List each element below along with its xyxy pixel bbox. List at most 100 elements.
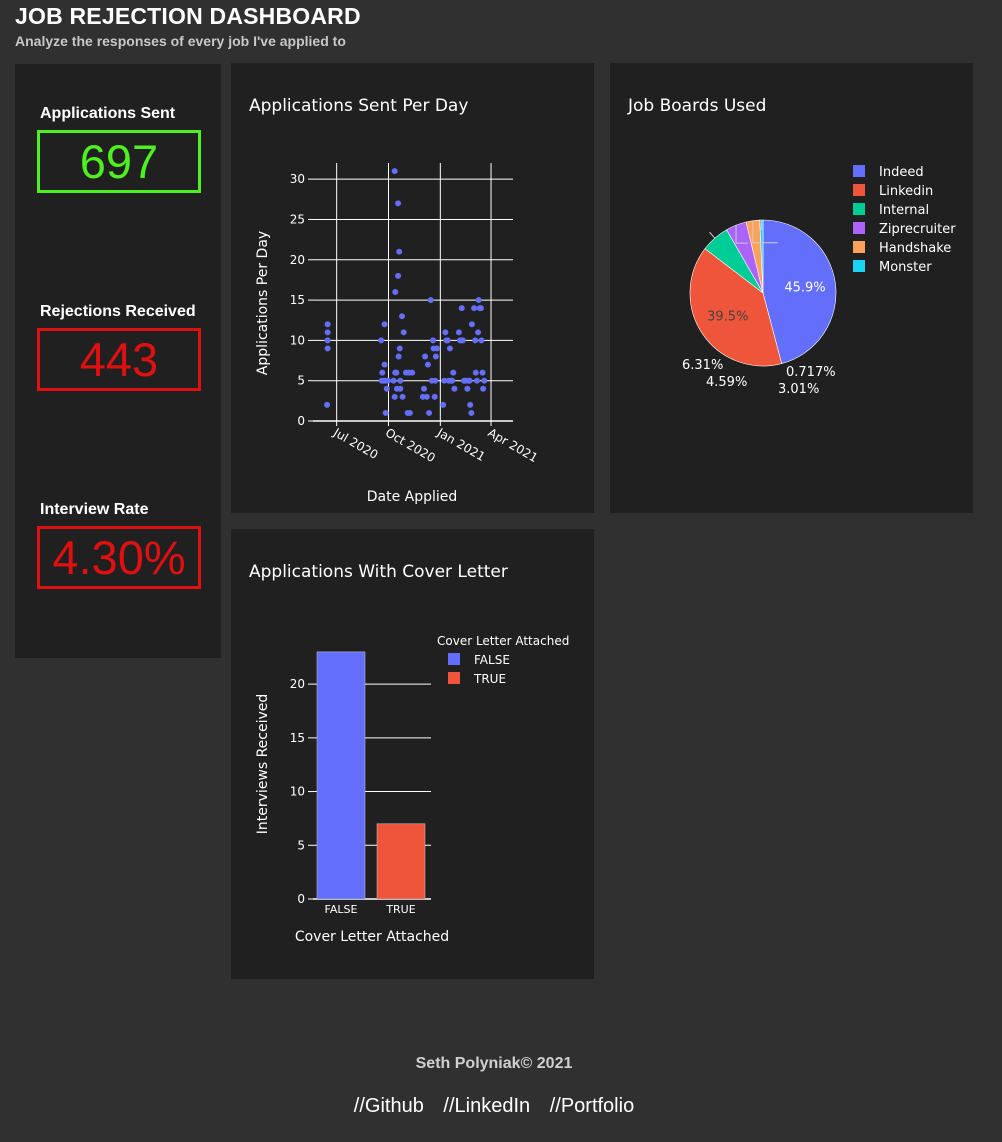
bar-false[interactable]: [316, 651, 366, 900]
pie-legend-swatch[interactable]: [853, 203, 865, 215]
scatter-x-tick-label: Jul 2020: [330, 425, 380, 462]
scatter-point[interactable]: [426, 409, 433, 416]
scatter-point[interactable]: [450, 369, 457, 376]
pie-legend-label[interactable]: Handshake: [879, 241, 951, 256]
pie-slice-linkedin[interactable]: [689, 248, 783, 367]
scatter-point[interactable]: [433, 345, 440, 352]
scatter-point[interactable]: [441, 377, 448, 384]
scatter-point[interactable]: [324, 337, 331, 344]
scatter-point[interactable]: [423, 393, 430, 400]
scatter-point[interactable]: [480, 385, 487, 392]
scatter-point[interactable]: [390, 377, 397, 384]
scatter-point[interactable]: [395, 272, 402, 279]
scatter-point[interactable]: [384, 377, 391, 384]
scatter-point[interactable]: [442, 329, 449, 336]
scatter-y-tick-label: 0: [297, 414, 305, 428]
bar-chart[interactable]: 0 5 10 15 20 FALSE TRUE Cover Letter Attached…: [231, 529, 594, 979]
pie-legend-label[interactable]: Internal: [879, 203, 929, 218]
scatter-point[interactable]: [424, 361, 431, 368]
scatter-point[interactable]: [444, 337, 451, 344]
scatter-point[interactable]: [396, 345, 403, 352]
scatter-point[interactable]: [472, 369, 479, 376]
scatter-point[interactable]: [395, 200, 402, 207]
scatter-point[interactable]: [477, 305, 484, 312]
scatter-point[interactable]: [427, 297, 434, 304]
bar-y-tick-label: 15: [290, 731, 305, 745]
scatter-point[interactable]: [467, 401, 474, 408]
scatter-point[interactable]: [400, 329, 407, 336]
scatter-point[interactable]: [379, 369, 386, 376]
scatter-point[interactable]: [324, 345, 331, 352]
scatter-point[interactable]: [478, 337, 485, 344]
pie-legend-swatch[interactable]: [853, 260, 865, 272]
scatter-point[interactable]: [397, 385, 404, 392]
scatter-point[interactable]: [392, 289, 399, 295]
pie-legend-label[interactable]: Ziprecruiter: [879, 222, 956, 237]
scatter-point[interactable]: [472, 337, 479, 344]
scatter-point[interactable]: [432, 353, 439, 360]
pie-legend-swatch[interactable]: [853, 222, 865, 234]
linkedin-link[interactable]: //LinkedIn: [443, 1095, 531, 1117]
scatter-point[interactable]: [475, 297, 482, 304]
scatter-point[interactable]: [481, 377, 488, 384]
pie-legend-label[interactable]: Monster: [879, 260, 932, 275]
pie-slice-indeed[interactable]: [762, 219, 837, 364]
scatter-point[interactable]: [396, 248, 403, 255]
scatter-point[interactable]: [446, 345, 453, 352]
scatter-point[interactable]: [432, 377, 439, 384]
pie-legend-swatch[interactable]: [853, 165, 865, 177]
scatter-point[interactable]: [399, 313, 406, 320]
interview-rate-label: Interview Rate: [40, 501, 149, 518]
pie-legend-swatch[interactable]: [853, 184, 865, 196]
scatter-point[interactable]: [468, 409, 475, 416]
scatter-point[interactable]: [468, 321, 475, 328]
scatter-point[interactable]: [382, 409, 389, 416]
scatter-point[interactable]: [406, 409, 413, 416]
scatter-point[interactable]: [409, 369, 416, 376]
scatter-point[interactable]: [395, 353, 402, 360]
scatter-point[interactable]: [458, 305, 465, 312]
scatter-point[interactable]: [440, 401, 447, 408]
bar-legend-label[interactable]: TRUE: [473, 672, 506, 686]
pie-legend-label[interactable]: Indeed: [879, 165, 924, 180]
pie-slice-monster[interactable]: [759, 219, 764, 294]
scatter-point[interactable]: [381, 361, 388, 368]
scatter-point[interactable]: [479, 369, 486, 376]
bar-true[interactable]: [376, 823, 426, 900]
bar-legend-swatch[interactable]: [448, 653, 460, 665]
scatter-point[interactable]: [455, 329, 462, 336]
bar-legend-swatch[interactable]: [448, 672, 460, 684]
pie-legend-label[interactable]: Linkedin: [879, 184, 933, 199]
scatter-point[interactable]: [464, 385, 471, 392]
scatter-point[interactable]: [324, 401, 331, 408]
scatter-point[interactable]: [381, 321, 388, 328]
portfolio-link[interactable]: //Portfolio: [549, 1095, 635, 1117]
scatter-point[interactable]: [449, 377, 456, 384]
scatter-point[interactable]: [471, 305, 478, 312]
pie-legend-swatch[interactable]: [853, 241, 865, 253]
scatter-point[interactable]: [393, 369, 400, 376]
scatter-point[interactable]: [431, 393, 438, 400]
scatter-point[interactable]: [466, 377, 473, 384]
bar-legend-label[interactable]: FALSE: [474, 653, 510, 667]
scatter-point[interactable]: [383, 385, 390, 392]
scatter-point[interactable]: [397, 377, 404, 384]
scatter-point[interactable]: [451, 385, 458, 392]
scatter-point[interactable]: [324, 329, 331, 336]
scatter-point[interactable]: [473, 377, 480, 384]
scatter-point[interactable]: [324, 321, 331, 328]
scatter-point[interactable]: [399, 393, 406, 400]
scatter-point[interactable]: [378, 337, 385, 344]
scatter-point[interactable]: [430, 337, 436, 344]
scatter-point[interactable]: [422, 353, 429, 360]
bar-y-axis-label: Interviews Received: [255, 694, 271, 835]
scatter-point[interactable]: [391, 168, 398, 175]
bar-y-tick-label: 10: [290, 785, 305, 799]
scatter-point[interactable]: [475, 329, 482, 336]
scatter-point[interactable]: [391, 393, 398, 400]
scatter-point[interactable]: [459, 337, 466, 344]
scatter-point[interactable]: [420, 385, 427, 392]
pie-chart[interactable]: 45.9% 39.5% 6.31% 4.59% 3.01% 0.717% Indeed Li…: [610, 63, 973, 513]
github-link[interactable]: //Github: [353, 1095, 424, 1117]
